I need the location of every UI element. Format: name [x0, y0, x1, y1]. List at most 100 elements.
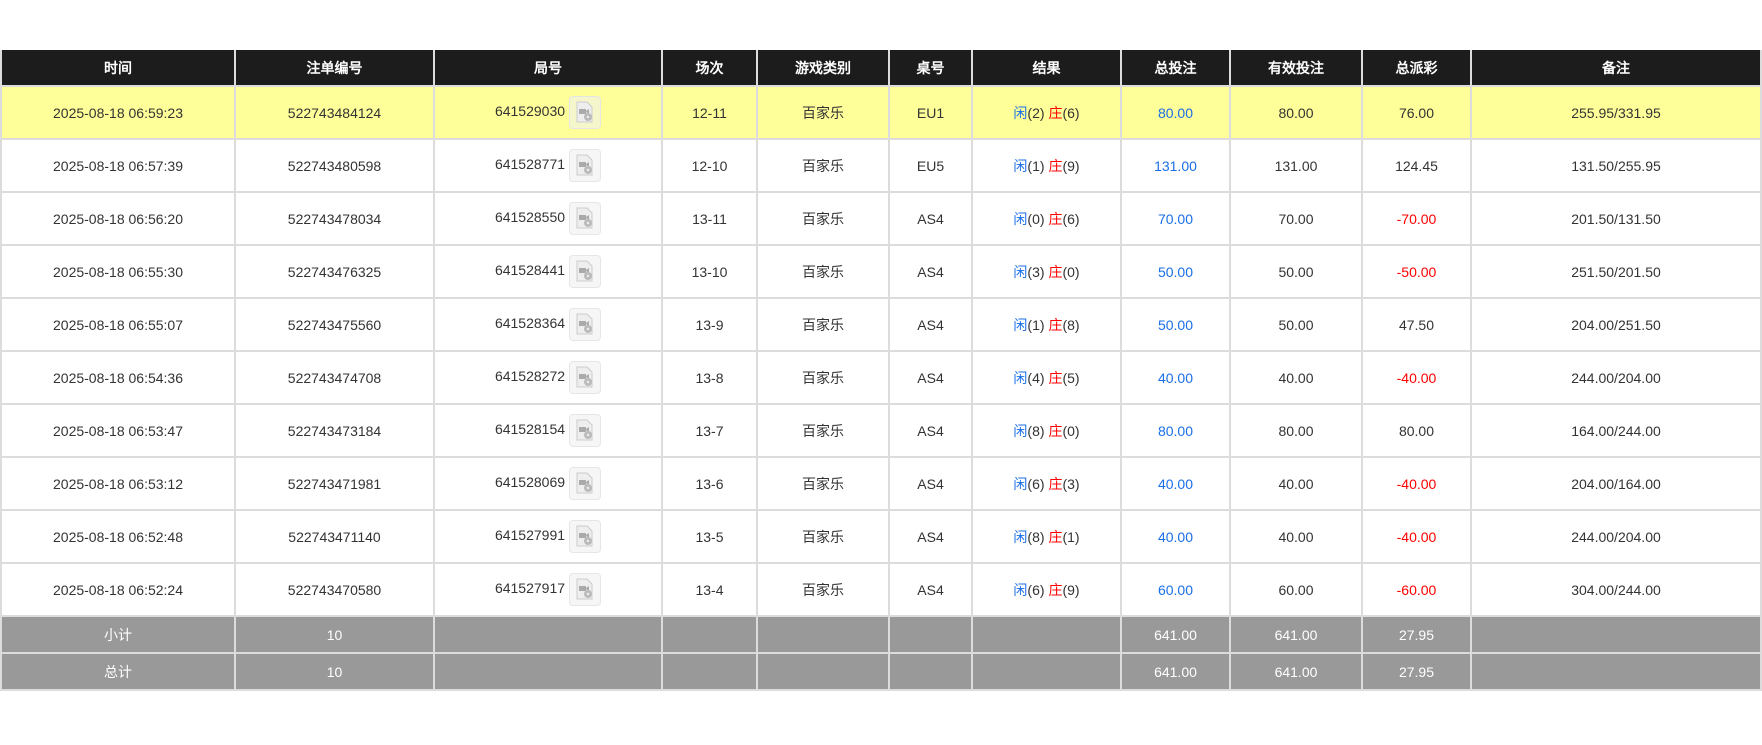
player-label: 闲 — [1013, 157, 1028, 174]
banker-score: (0) — [1062, 422, 1080, 439]
cell-payout: -50.00 — [1361, 244, 1472, 299]
summary-payout: 27.95 — [1361, 615, 1472, 654]
cell-result: 闲(1) 庄(8) — [971, 297, 1122, 352]
banker-score: (9) — [1062, 581, 1080, 598]
video-replay-icon[interactable] — [569, 414, 602, 447]
cell-total-bet: 50.00 — [1120, 297, 1231, 352]
cell-table-no: AS4 — [888, 562, 973, 617]
cell-note: 251.50/201.50 — [1470, 244, 1762, 299]
video-replay-icon[interactable] — [569, 520, 602, 553]
banker-label: 庄 — [1048, 263, 1063, 280]
cell-bet-id: 522743484124 — [234, 85, 435, 140]
video-replay-icon[interactable] — [569, 308, 602, 341]
player-label: 闲 — [1013, 210, 1028, 227]
summary-row: 总计 10 641.00 641.00 27.95 — [0, 652, 1762, 691]
player-label: 闲 — [1013, 104, 1028, 121]
cell-time: 2025-08-18 06:57:39 — [0, 138, 236, 193]
cell-payout: -40.00 — [1361, 509, 1472, 564]
player-score: (3) — [1027, 263, 1045, 280]
summary-label: 小计 — [0, 615, 236, 654]
empty-cell — [888, 652, 973, 691]
cell-game-type: 百家乐 — [756, 297, 890, 352]
cell-total-bet: 60.00 — [1120, 562, 1231, 617]
banker-score: (3) — [1062, 475, 1080, 492]
cell-game-type: 百家乐 — [756, 562, 890, 617]
banker-label: 庄 — [1048, 210, 1063, 227]
video-replay-icon[interactable] — [569, 202, 602, 235]
cell-result: 闲(4) 庄(5) — [971, 350, 1122, 405]
table-row: 2025-08-18 06:52:48 522743471140 6415279… — [0, 509, 1762, 564]
cell-result: 闲(8) 庄(1) — [971, 509, 1122, 564]
cell-shoe: 13-9 — [661, 297, 758, 352]
cell-game-type: 百家乐 — [756, 403, 890, 458]
header-bet-id: 注单编号 — [234, 50, 435, 87]
cell-valid-bet: 131.00 — [1229, 138, 1363, 193]
banker-score: (0) — [1062, 263, 1080, 280]
header-valid-bet: 有效投注 — [1229, 50, 1363, 87]
cell-total-bet: 70.00 — [1120, 191, 1231, 246]
cell-note: 244.00/204.00 — [1470, 350, 1762, 405]
cell-note: 201.50/131.50 — [1470, 191, 1762, 246]
player-score: (8) — [1027, 528, 1045, 545]
table-row: 2025-08-18 06:54:36 522743474708 6415282… — [0, 350, 1762, 405]
player-score: (8) — [1027, 422, 1045, 439]
cell-shoe: 12-10 — [661, 138, 758, 193]
video-replay-icon[interactable] — [569, 149, 602, 182]
video-replay-icon[interactable] — [569, 467, 602, 500]
cell-result: 闲(6) 庄(3) — [971, 456, 1122, 511]
empty-cell — [661, 652, 758, 691]
banker-label: 庄 — [1048, 369, 1063, 386]
cell-time: 2025-08-18 06:55:07 — [0, 297, 236, 352]
cell-round: 641528154 — [433, 403, 663, 458]
cell-note: 204.00/164.00 — [1470, 456, 1762, 511]
header-time: 时间 — [0, 50, 236, 87]
cell-total-bet: 40.00 — [1120, 509, 1231, 564]
table-row: 2025-08-18 06:56:20 522743478034 6415285… — [0, 191, 1762, 246]
video-replay-icon[interactable] — [569, 573, 602, 606]
round-number: 641528364 — [494, 315, 566, 332]
cell-payout: 47.50 — [1361, 297, 1472, 352]
cell-table-no: AS4 — [888, 297, 973, 352]
header-table-no: 桌号 — [888, 50, 973, 87]
cell-time: 2025-08-18 06:59:23 — [0, 85, 236, 140]
video-replay-icon[interactable] — [569, 255, 602, 288]
cell-table-no: AS4 — [888, 191, 973, 246]
cell-bet-id: 522743471140 — [234, 509, 435, 564]
summary-valid-bet: 641.00 — [1229, 652, 1363, 691]
cell-valid-bet: 50.00 — [1229, 244, 1363, 299]
round-number: 641528771 — [494, 156, 566, 173]
cell-valid-bet: 60.00 — [1229, 562, 1363, 617]
summary-valid-bet: 641.00 — [1229, 615, 1363, 654]
cell-time: 2025-08-18 06:54:36 — [0, 350, 236, 405]
table-row: 2025-08-18 06:52:24 522743470580 6415279… — [0, 562, 1762, 617]
cell-payout: -70.00 — [1361, 191, 1472, 246]
cell-bet-id: 522743473184 — [234, 403, 435, 458]
cell-bet-id: 522743471981 — [234, 456, 435, 511]
empty-cell — [433, 615, 663, 654]
bet-history-table: 时间 注单编号 局号 场次 游戏类别 桌号 结果 总投注 有效投注 总派彩 备注 2025-08-1… — [0, 50, 1762, 691]
cell-game-type: 百家乐 — [756, 138, 890, 193]
empty-cell — [756, 652, 890, 691]
cell-shoe: 12-11 — [661, 85, 758, 140]
banker-score: (8) — [1062, 316, 1080, 333]
empty-cell — [756, 615, 890, 654]
empty-cell — [1470, 652, 1762, 691]
cell-note: 255.95/331.95 — [1470, 85, 1762, 140]
round-number: 641527917 — [494, 580, 566, 597]
summary-row: 小计 10 641.00 641.00 27.95 — [0, 615, 1762, 654]
banker-score: (5) — [1062, 369, 1080, 386]
cell-round: 641528441 — [433, 244, 663, 299]
video-replay-icon[interactable] — [569, 361, 602, 394]
video-replay-icon[interactable] — [569, 96, 602, 129]
header-total-payout: 总派彩 — [1361, 50, 1472, 87]
cell-round: 641528550 — [433, 191, 663, 246]
cell-total-bet: 40.00 — [1120, 350, 1231, 405]
table-row: 2025-08-18 06:55:30 522743476325 6415284… — [0, 244, 1762, 299]
summary-payout: 27.95 — [1361, 652, 1472, 691]
cell-round: 641528272 — [433, 350, 663, 405]
round-number: 641529030 — [494, 103, 566, 120]
player-score: (4) — [1027, 369, 1045, 386]
cell-game-type: 百家乐 — [756, 85, 890, 140]
cell-total-bet: 40.00 — [1120, 456, 1231, 511]
cell-note: 244.00/204.00 — [1470, 509, 1762, 564]
